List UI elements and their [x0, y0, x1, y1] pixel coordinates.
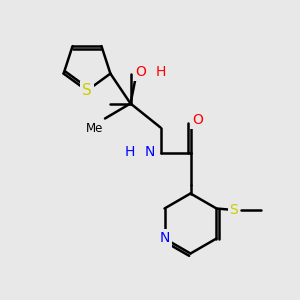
Text: N: N [145, 145, 155, 158]
Text: Me: Me [86, 122, 104, 134]
Text: H: H [156, 65, 166, 79]
Text: H: H [124, 145, 135, 158]
Text: N: N [159, 232, 170, 245]
Text: S: S [82, 83, 92, 98]
Text: S: S [230, 203, 238, 217]
Text: O: O [193, 113, 203, 127]
Text: O: O [136, 65, 146, 79]
